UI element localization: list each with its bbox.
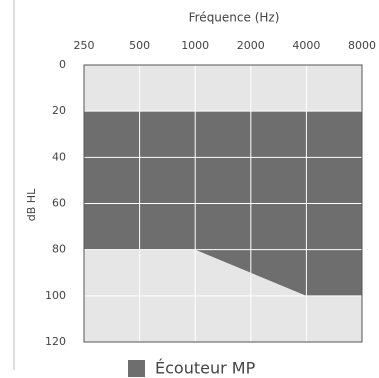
x-tick-label: 250 <box>74 39 95 52</box>
x-axis-title: Fréquence (Hz) <box>189 11 280 25</box>
x-tick-label: 8000 <box>348 39 376 52</box>
y-tick-label: 80 <box>52 243 66 256</box>
y-tick-label: 0 <box>59 58 66 71</box>
legend-swatch <box>128 360 145 377</box>
y-tick-label: 40 <box>52 150 66 163</box>
y-tick-label: 120 <box>45 335 66 348</box>
legend-label: Écouteur MP <box>155 359 256 378</box>
x-tick-label: 1000 <box>181 39 209 52</box>
plot-border <box>83 64 363 343</box>
x-tick-label: 4000 <box>292 39 320 52</box>
y-tick-label: 100 <box>45 289 66 302</box>
y-tick-label: 60 <box>52 197 66 210</box>
y-axis-title: dB HL <box>25 188 38 221</box>
x-tick-label: 2000 <box>237 39 265 52</box>
y-tick-label: 20 <box>52 104 66 117</box>
x-tick-label: 500 <box>129 39 150 52</box>
